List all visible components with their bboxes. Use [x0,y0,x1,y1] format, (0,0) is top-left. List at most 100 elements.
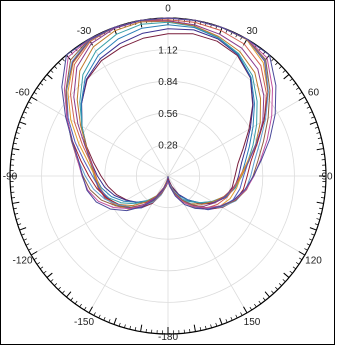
angle-tick [39,82,44,86]
series-line [61,17,277,212]
angle-tick [88,306,93,314]
angle-tick [295,262,300,265]
angle-tick [199,327,202,331]
angle-tick-label: 30 [246,26,258,37]
angle-tick [23,111,27,114]
angle-tick [19,121,27,125]
angle-tick [16,218,20,220]
angle-tick [304,101,308,104]
angle-tick-label: -30 [77,26,92,37]
angle-tick [43,78,47,82]
angle-tick [23,238,27,241]
angle-tick [298,91,303,95]
angle-tick [134,327,137,331]
angle-tick [98,314,101,319]
series-line [81,28,254,204]
angle-tick [16,132,20,134]
angle-tick [30,251,38,256]
angle-tick [57,62,61,66]
radial-tick-label: 0.84 [158,77,178,88]
angle-tick [254,303,257,308]
angle-tick [36,262,41,265]
angle-tick [306,106,311,109]
angle-tick [289,78,293,82]
angle-tick-label: 90 [321,172,333,183]
grid-spoke [30,96,169,177]
grid-spoke [167,175,306,256]
angle-tick-label: -90 [3,172,18,183]
angle-tick [262,297,266,301]
angle-tick [70,297,74,301]
radial-tick-label: 0.28 [158,140,178,151]
angle-tick [289,270,293,274]
grid-spoke [167,38,248,177]
angle-tick [30,96,38,101]
angle-tick-label: 150 [244,317,261,328]
angle-tick [124,324,126,328]
angle-tick [316,148,324,151]
angle-tick [33,257,38,261]
angle-tick [292,266,297,270]
angle-tick [74,300,78,305]
angle-tick [118,322,121,327]
angle-tick [39,266,44,270]
angle-tick [275,62,279,66]
angle-tick [50,70,54,73]
angle-tick [19,227,27,231]
angle-tick [108,319,111,323]
angle-tick [240,312,243,316]
angle-tick [103,317,106,321]
angle-tick [309,238,313,241]
angle-tick [62,290,65,294]
angle-tick [205,325,207,330]
angle-tick [295,87,300,90]
angle-tick [317,213,322,215]
angle-tick [317,137,322,139]
angle-tick [79,303,82,308]
angle-tick [243,306,248,314]
angle-tick [316,132,320,134]
angle-tick [210,324,212,328]
angle-tick [283,74,290,80]
radial-tick-label: 0.56 [158,109,178,120]
angle-tick [225,319,228,323]
angle-tick [304,248,308,251]
angle-tick [21,233,25,236]
angle-tick [21,116,25,119]
angle-tick-label: -150 [74,317,94,328]
angle-tick [306,243,311,246]
angle-tick [314,126,319,129]
angle-tick [36,87,41,90]
angle-tick [309,121,317,125]
angle-tick-label: 60 [308,88,320,99]
angle-tick [278,65,282,69]
angle-tick [93,312,96,316]
angle-tick [311,233,315,236]
angle-tick [298,251,306,256]
grid-spoke [88,38,169,177]
angle-tick [271,290,274,294]
angle-tick [258,300,262,305]
series-layer [61,17,277,212]
angle-tick [249,306,253,311]
angle-tick [46,74,53,80]
angle-tick [275,286,279,290]
angle-tick [298,96,306,101]
angle-tick [129,325,131,330]
angle-tick [113,317,117,325]
angle-tick [298,257,303,261]
angle-tick [319,207,323,210]
angle-tick [28,101,32,104]
angle-tick [33,91,38,95]
angle-tick [314,223,319,226]
angle-tick [283,272,290,278]
angle-tick [12,148,20,151]
grid-spoke [30,175,169,256]
angle-tick [50,279,54,282]
angle-tick-label: -180 [158,332,178,343]
angle-tick [12,201,20,204]
angle-tick [292,82,297,86]
angle-tick [309,111,313,114]
